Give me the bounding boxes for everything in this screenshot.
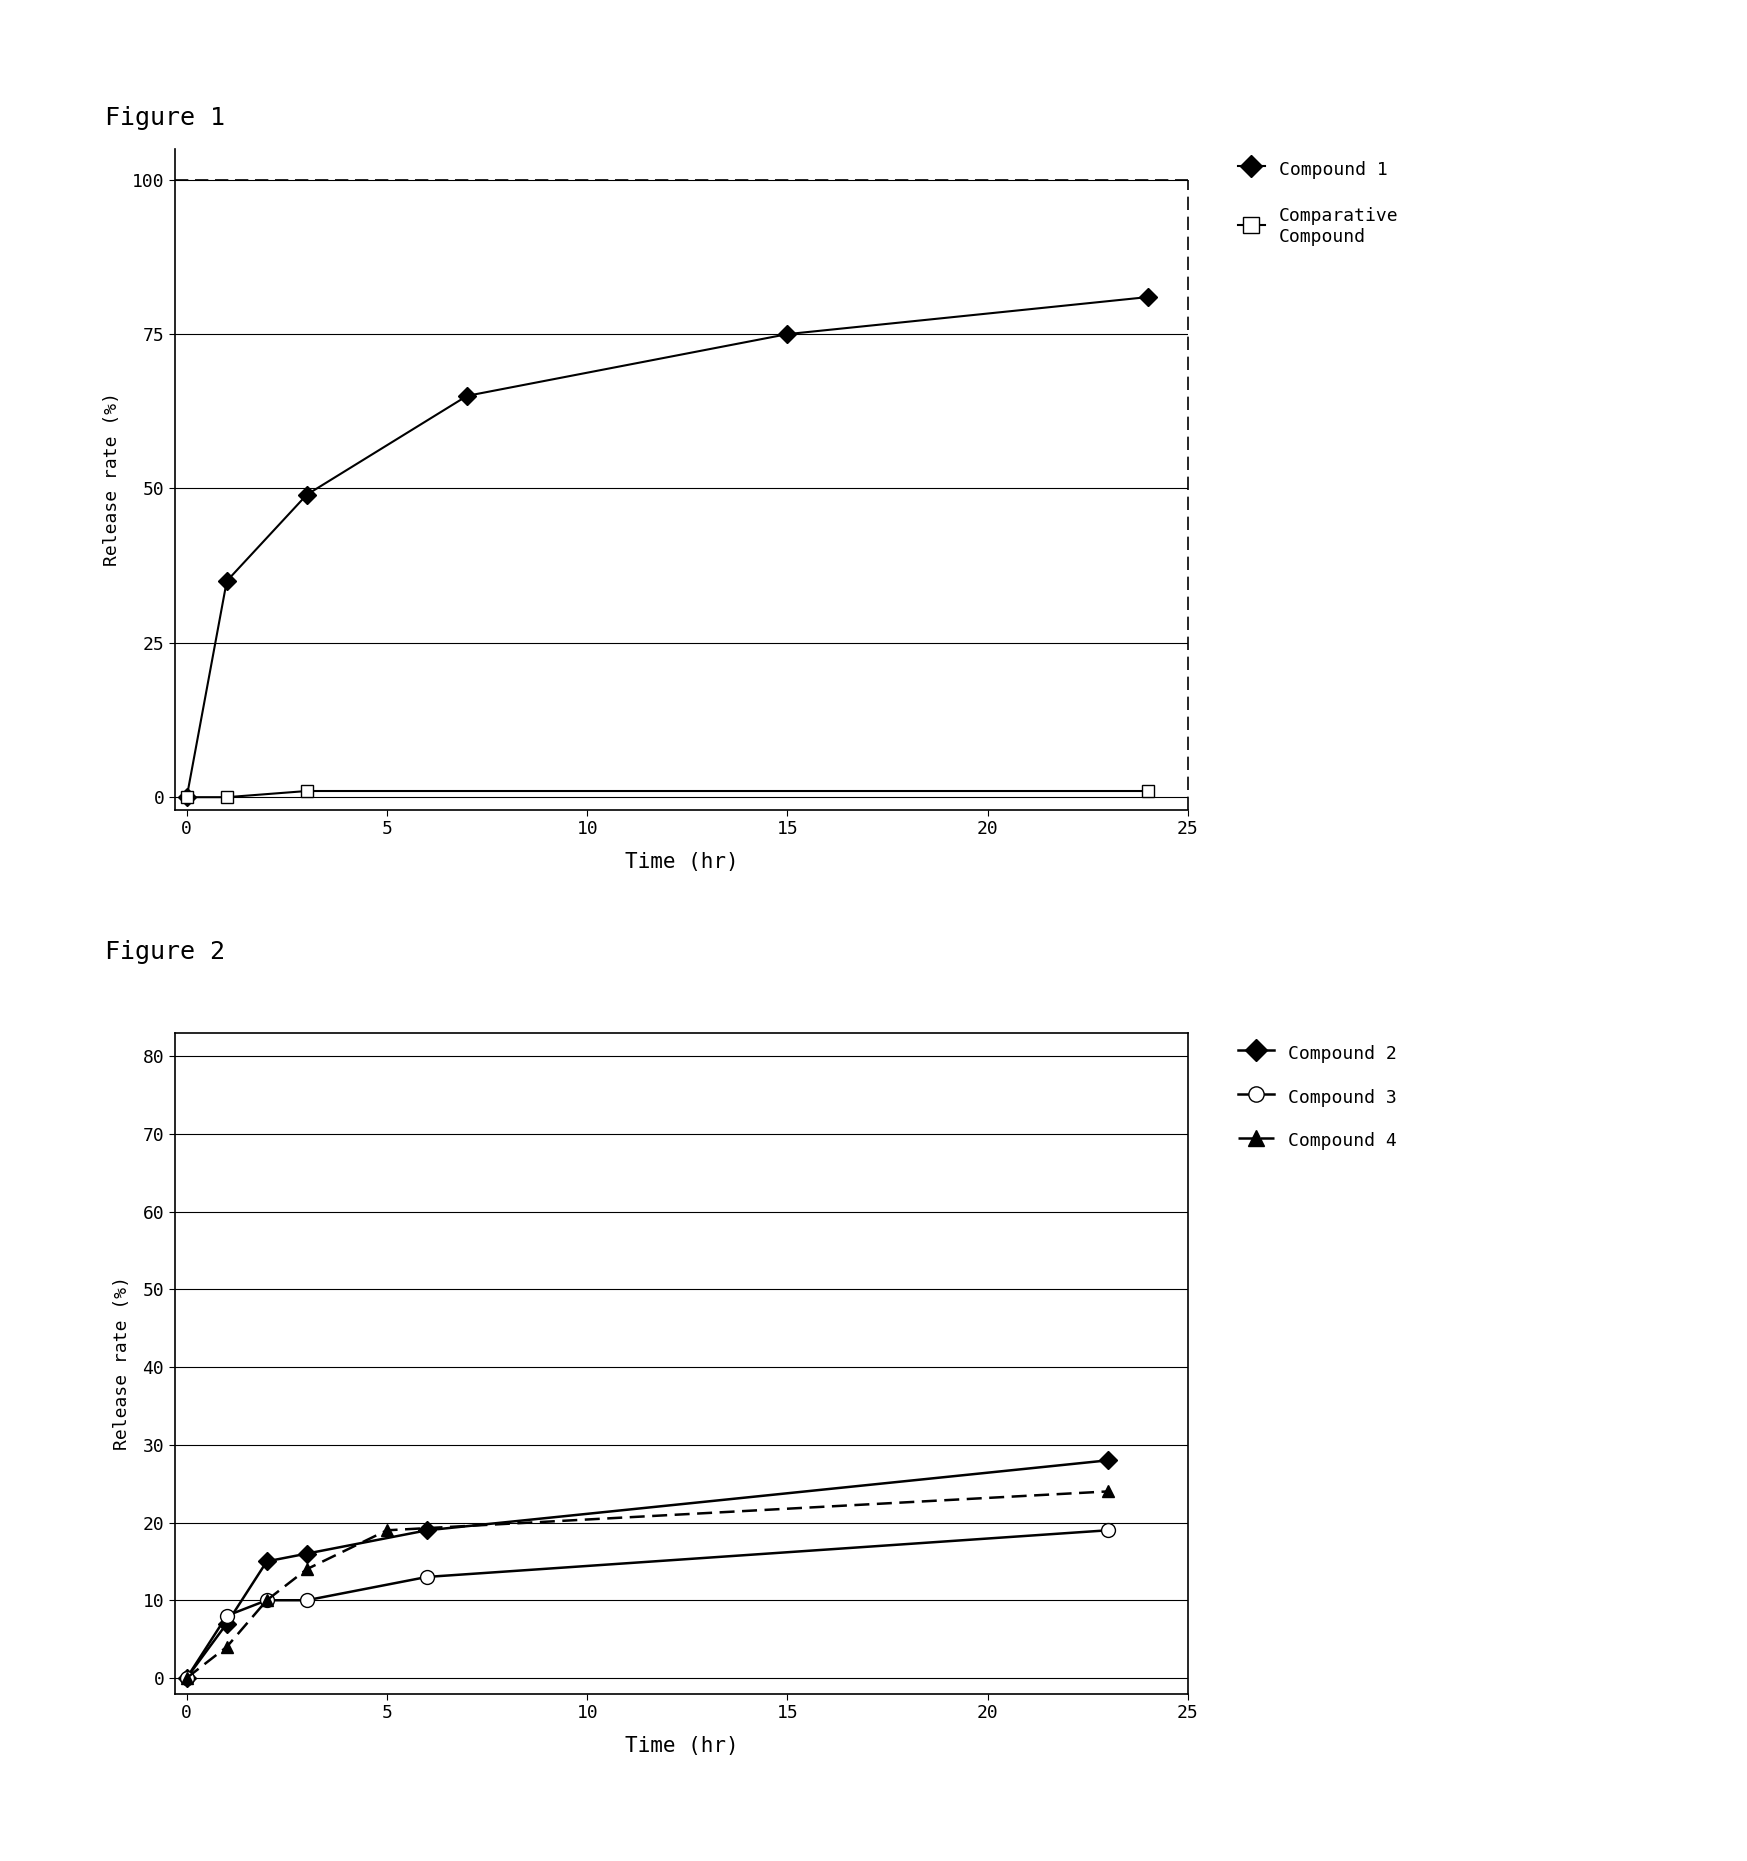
Text: Figure 2: Figure 2 bbox=[105, 940, 225, 964]
Y-axis label: Release rate (%): Release rate (%) bbox=[114, 1277, 131, 1450]
Legend: Compound 1, Comparative
Compound: Compound 1, Comparative Compound bbox=[1237, 158, 1399, 246]
X-axis label: Time (hr): Time (hr) bbox=[624, 852, 739, 871]
Y-axis label: Release rate (%): Release rate (%) bbox=[103, 393, 121, 566]
Text: Figure 1: Figure 1 bbox=[105, 106, 225, 130]
X-axis label: Time (hr): Time (hr) bbox=[624, 1736, 739, 1755]
Legend: Compound 2, Compound 3, Compound 4: Compound 2, Compound 3, Compound 4 bbox=[1237, 1042, 1398, 1152]
